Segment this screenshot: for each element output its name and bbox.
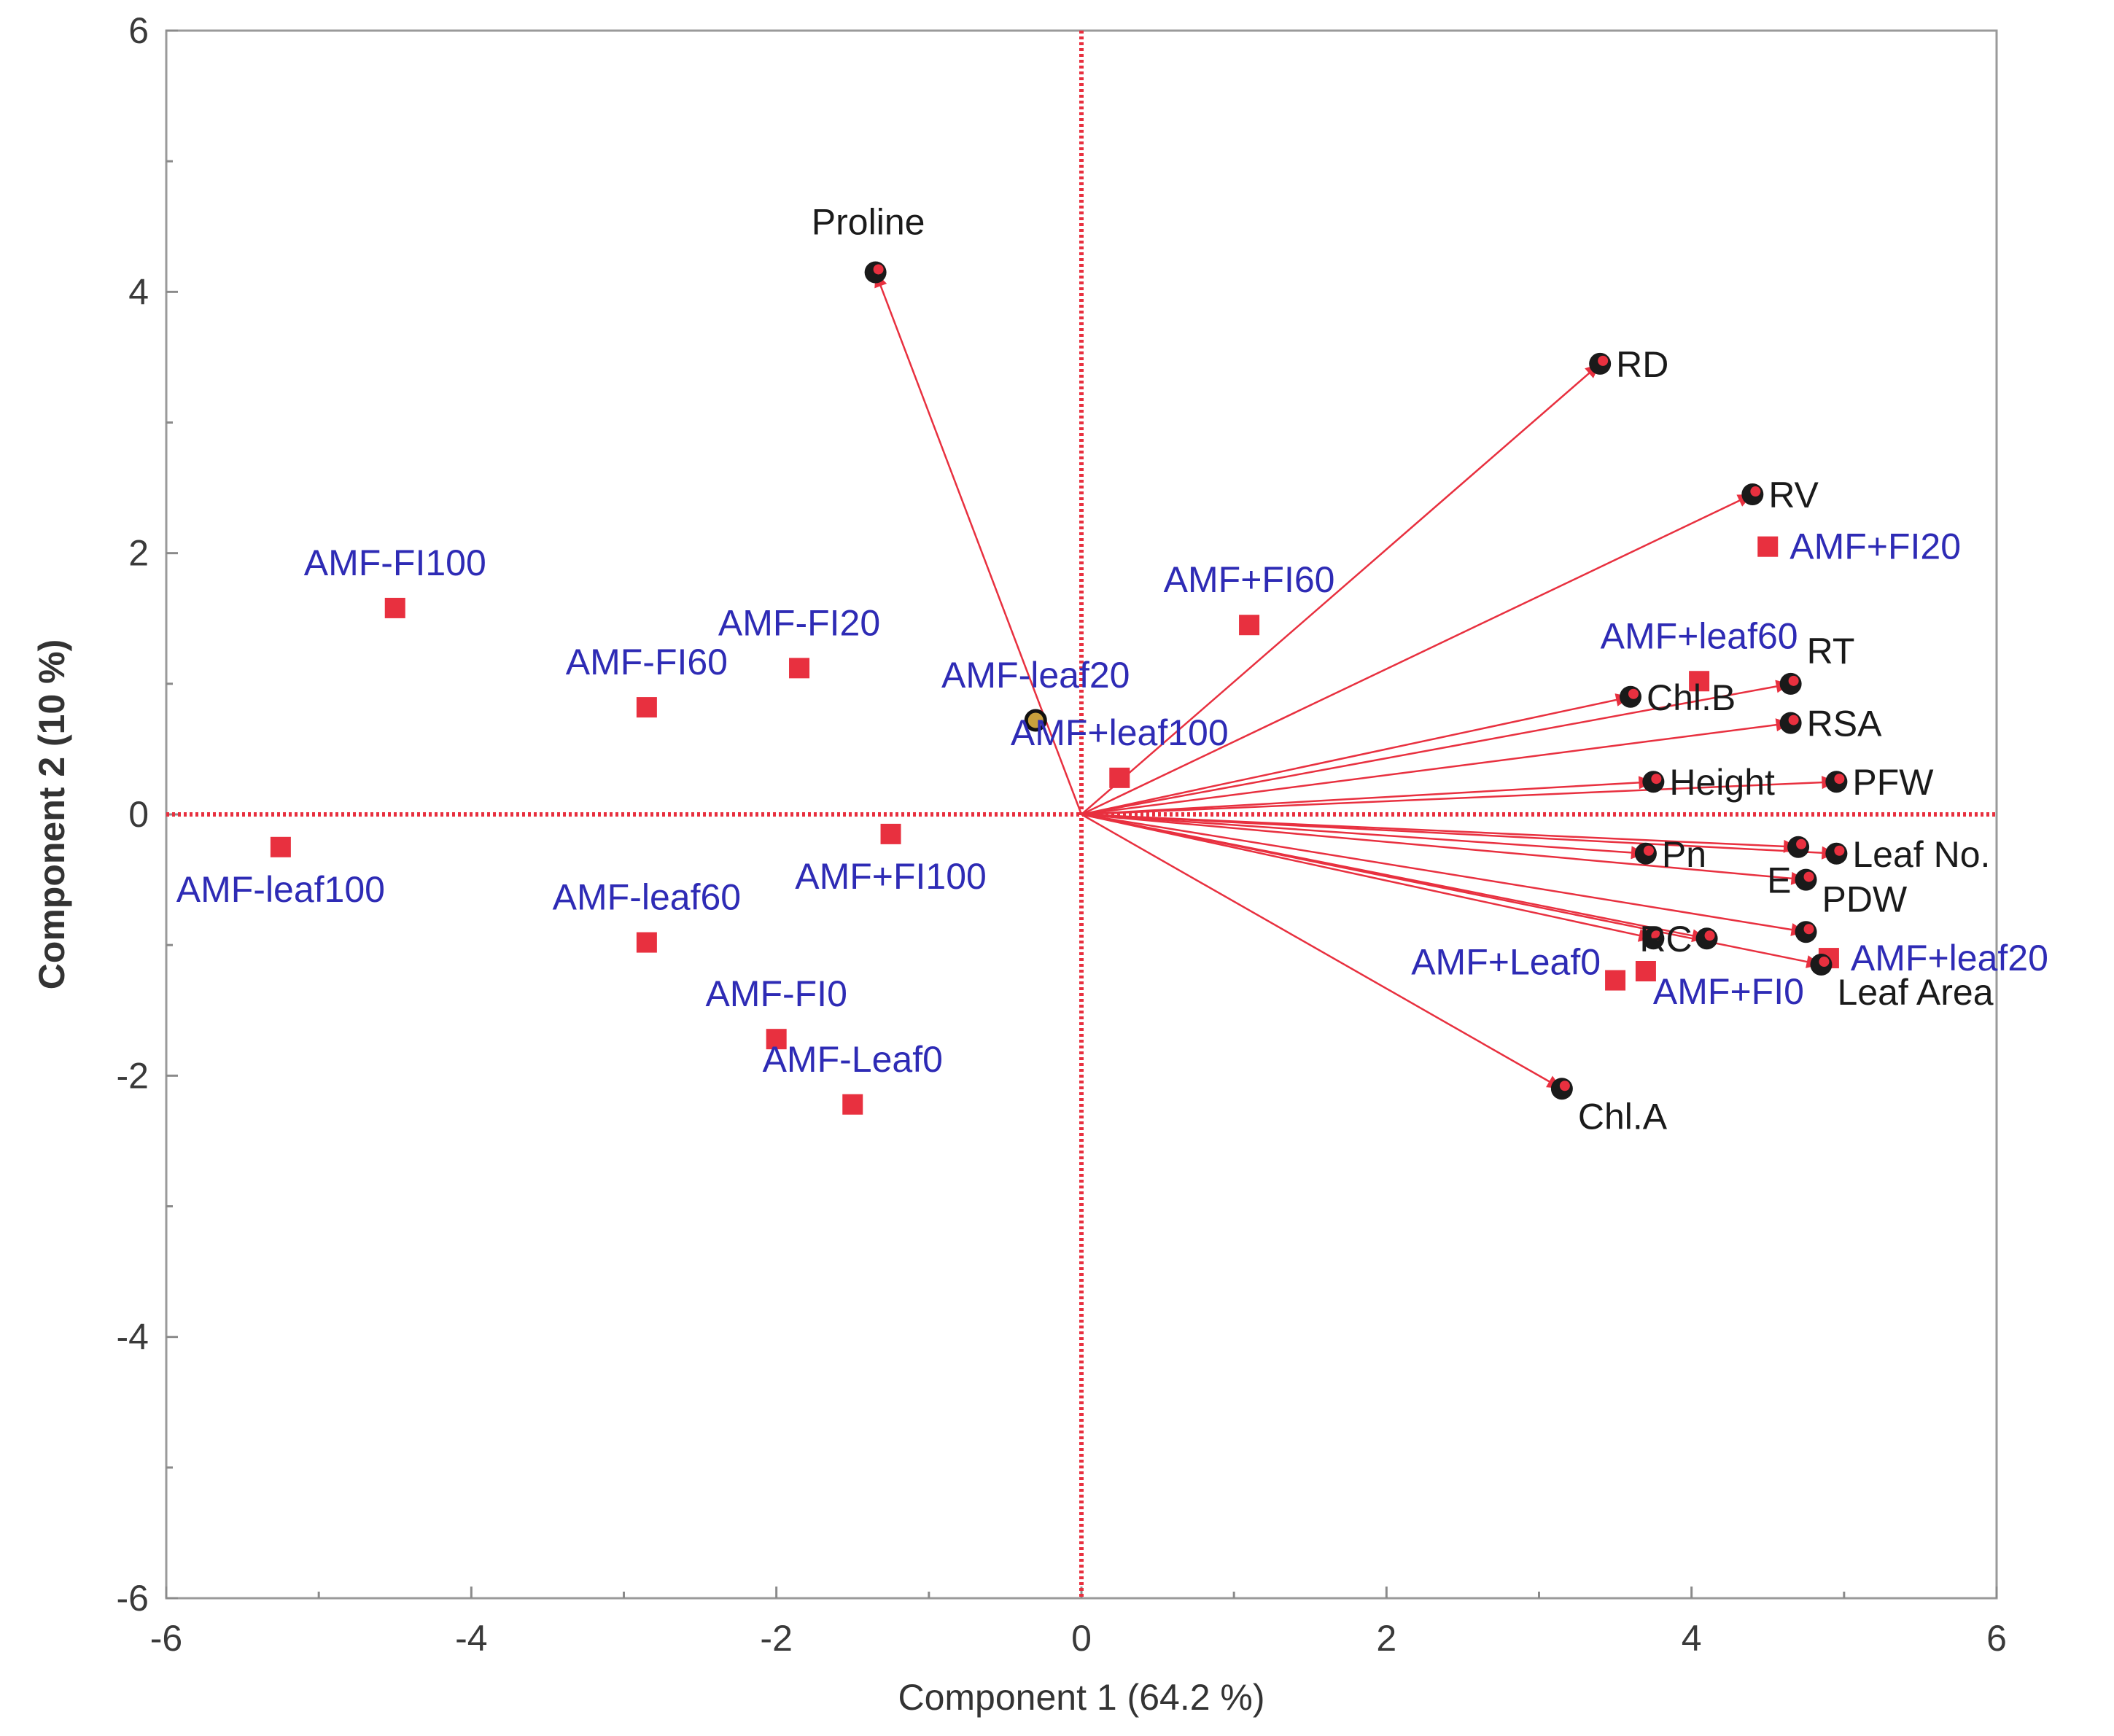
x-tick-label: 0 — [1071, 1618, 1092, 1659]
score-label-amf-fi0: AMF-FI0 — [705, 973, 847, 1014]
score-label-amf-fi100: AMF-FI100 — [304, 542, 486, 583]
loading-rd-vector — [1081, 362, 1601, 815]
loading-point-highlight-chl-a — [1559, 1081, 1570, 1091]
score-label-amfplus-leaf100: AMF+leaf100 — [1011, 712, 1229, 753]
loading-pdw-vector — [1081, 813, 1806, 933]
loading-height-vector — [1081, 780, 1654, 816]
loading-point-highlight-height — [1651, 774, 1662, 785]
loading-label-e: E — [1767, 860, 1791, 901]
loading-point-highlight-pdw — [1803, 924, 1814, 935]
loading-rv-vector — [1081, 493, 1753, 816]
extra-1-vector — [1081, 813, 1654, 940]
score-point-amfplus-leaf60 — [1689, 671, 1710, 692]
loading-label-rsa: RSA — [1807, 704, 1882, 744]
score-label-amf-fi60: AMF-FI60 — [566, 642, 728, 682]
score-point-amfplus-fi0 — [1635, 961, 1656, 981]
x-axis-title: Component 1 (64.2 %) — [898, 1677, 1264, 1718]
x-tick-label: 2 — [1376, 1618, 1396, 1659]
loading-label-pdw: PDW — [1822, 879, 1908, 919]
y-tick-label: -2 — [117, 1055, 149, 1096]
score-point-amf-fi20 — [789, 658, 810, 679]
y-tick-label: -6 — [117, 1578, 149, 1619]
loading-label-rv: RV — [1768, 475, 1819, 515]
loading-point-highlight-leaf-no — [1834, 845, 1845, 856]
loading-chl-a-vector — [1081, 813, 1563, 1090]
y-axis-title: Component 2 (10 %) — [31, 639, 72, 990]
score-label-amfplus-fi100: AMF+FI100 — [795, 856, 987, 897]
score-label-amfplus-fi20: AMF+FI20 — [1789, 526, 1961, 567]
x-tick-label: -2 — [760, 1618, 792, 1659]
loading-label-pfw: PFW — [1852, 762, 1934, 803]
loading-label-height: Height — [1669, 762, 1775, 803]
score-point-amfplus-leaf100 — [1109, 767, 1130, 788]
loading-label-pn: Pn — [1662, 834, 1706, 875]
loading-point-highlight-pn — [1643, 845, 1654, 856]
loading-point-highlight-rv — [1750, 486, 1761, 497]
score-label-amf-fi20: AMF-FI20 — [718, 602, 880, 643]
loading-rt-vector — [1081, 682, 1791, 816]
score-label-amf-leaf100: AMF-leaf100 — [176, 869, 385, 910]
loading-label-chl-b: Chl.B — [1647, 677, 1736, 718]
loading-point-highlight-rd — [1598, 355, 1609, 366]
score-point-amf-leaf0 — [842, 1094, 863, 1115]
score-point-amfplus-fi20 — [1757, 536, 1779, 557]
score-label-amfplus-leaf0: AMF+Leaf0 — [1411, 942, 1601, 983]
loading-chl-b-vector — [1081, 696, 1631, 816]
y-tick-label: 0 — [128, 794, 149, 835]
loading-label-proline: Proline — [812, 201, 925, 242]
x-tick-label: 6 — [1986, 1618, 2007, 1659]
extra-vector-point-highlight — [1796, 838, 1807, 849]
score-label-amf-leaf20: AMF-leaf20 — [941, 655, 1130, 696]
loading-label-leaf-no: Leaf No. — [1852, 834, 1990, 875]
loading-rsa-vector — [1081, 722, 1791, 816]
score-label-amf-leaf0: AMF-Leaf0 — [763, 1039, 943, 1080]
loading-point-highlight-leaf-area — [1819, 957, 1830, 968]
loading-pn-vector — [1081, 813, 1647, 855]
score-point-amf-leaf100 — [270, 836, 291, 857]
x-tick-label: -4 — [455, 1618, 487, 1659]
extra-vector-point-highlight — [1651, 930, 1662, 941]
loading-point-highlight-proline — [873, 264, 884, 275]
loading-label-rd: RD — [1616, 344, 1668, 385]
y-tick-label: 6 — [128, 10, 149, 51]
score-label-amfplus-leaf20: AMF+leaf20 — [1851, 938, 2048, 978]
loading-point-highlight-pfw — [1834, 774, 1845, 785]
score-point-amfplus-leaf0 — [1605, 970, 1626, 991]
loading-label-rt: RT — [1807, 631, 1855, 672]
score-label-amfplus-fi60: AMF+FI60 — [1164, 559, 1335, 600]
loading-point-highlight-rt — [1788, 675, 1799, 686]
y-tick-label: 2 — [128, 533, 149, 574]
labels-layer: Proline RD RV RT Chl.B RSA Height PFW Leaf No. Pn… — [176, 201, 2048, 1137]
score-label-amfplus-fi0: AMF+FI0 — [1653, 971, 1804, 1012]
score-point-amf-leaf60 — [636, 932, 657, 953]
loading-point-highlight-chl-b — [1628, 688, 1639, 699]
loading-point-highlight-e — [1803, 871, 1814, 882]
extra-0-vector — [1081, 813, 1799, 849]
y-tick-label: -4 — [117, 1317, 149, 1358]
score-points-layer — [270, 536, 1839, 1115]
loading-points-layer — [864, 261, 1848, 1100]
x-tick-label: 4 — [1682, 1618, 1702, 1659]
score-point-amf-fi0 — [766, 1029, 787, 1050]
loading-point-highlight-rsa — [1788, 715, 1799, 725]
loading-label-chl-a: Chl.A — [1578, 1096, 1668, 1137]
loading-e-vector — [1081, 813, 1806, 881]
score-point-amf-fi60 — [636, 697, 657, 718]
score-point-amfplus-fi60 — [1239, 615, 1260, 636]
loading-label-leaf-area: Leaf Area — [1837, 972, 1993, 1013]
loading-proline-vector — [874, 272, 1083, 815]
score-point-amfplus-fi100 — [880, 823, 901, 844]
loading-label-rc: RC — [1639, 919, 1692, 960]
score-point-amf-leaf20 — [1024, 709, 1047, 732]
score-label-amf-leaf60: AMF-leaf60 — [553, 877, 741, 918]
loading-point-highlight-rc — [1704, 930, 1715, 941]
y-tick-label: 4 — [128, 271, 149, 312]
score-label-amfplus-leaf60: AMF+leaf60 — [1601, 615, 1798, 656]
loading-pfw-vector — [1081, 780, 1837, 816]
x-tick-label: -6 — [150, 1618, 182, 1659]
score-point-amf-fi100 — [384, 597, 405, 618]
